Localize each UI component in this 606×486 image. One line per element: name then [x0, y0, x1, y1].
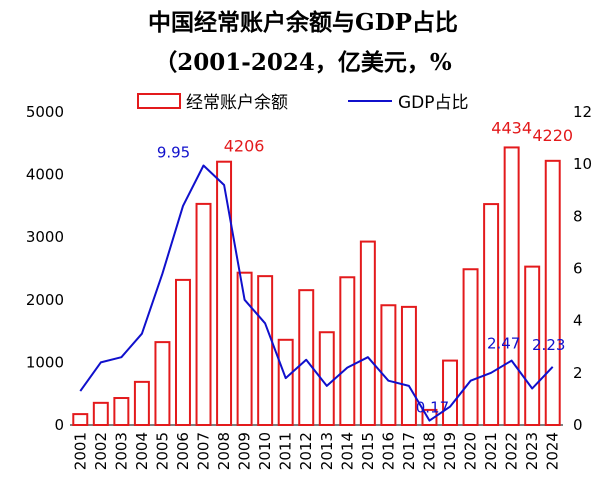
- bar: [298, 289, 315, 426]
- bar: [359, 240, 376, 426]
- bar: [195, 202, 212, 426]
- bar: [174, 278, 191, 426]
- bar: [544, 159, 561, 426]
- x-tick-label: 2018: [420, 432, 438, 470]
- x-tick-label: 2005: [153, 432, 171, 470]
- bar: [216, 160, 233, 426]
- y-left-tick-label: 3000: [26, 228, 64, 246]
- x-tick-label: 2013: [318, 432, 336, 470]
- x-tick-label: 2022: [503, 432, 521, 470]
- bar: [257, 275, 274, 426]
- x-tick-label: 2002: [92, 432, 110, 470]
- y-right-tick-label: 2: [573, 364, 583, 382]
- x-tick-label: 2011: [277, 432, 295, 470]
- bar-data-label: 4434: [491, 118, 532, 137]
- bar: [236, 271, 253, 427]
- x-tick-label: 2024: [544, 432, 562, 470]
- legend: 经常账户余额 GDP占比: [137, 93, 469, 113]
- annotations: 9.95 4206 0.17 2.47 4434 4220 2.23: [157, 118, 573, 416]
- legend-line-label: GDP占比: [398, 93, 469, 113]
- line-series: [79, 164, 554, 422]
- y-left-tick-label: 5000: [26, 103, 64, 121]
- x-tick-label: 2014: [338, 432, 356, 470]
- bar: [380, 304, 397, 426]
- x-tick-label: 2023: [523, 432, 541, 470]
- y-right-tick-label: 8: [573, 207, 583, 225]
- bar-data-label: 4220: [532, 126, 573, 145]
- bar: [113, 397, 130, 427]
- bar: [462, 268, 479, 426]
- x-tick-label: 2015: [359, 432, 377, 470]
- line-data-label: 2.47: [487, 335, 520, 353]
- bar: [92, 401, 109, 426]
- x-tick-label: 2006: [174, 432, 192, 470]
- x-tick-label: 2001: [71, 432, 89, 470]
- gdp-ratio-line: [79, 164, 554, 422]
- bar: [483, 203, 500, 426]
- y-left-tick-label: 0: [54, 416, 64, 434]
- y-left-tick-label: 2000: [26, 291, 64, 309]
- y-left-tick-label: 1000: [26, 353, 64, 371]
- legend-bar-label: 经常账户余额: [186, 93, 288, 113]
- bar-data-label: 4206: [224, 137, 265, 156]
- x-tick-label: 2003: [112, 432, 130, 470]
- chart-title: 中国经常账户余额与GDP占比: [148, 9, 458, 36]
- line-data-label: 2.23: [532, 336, 565, 354]
- x-tick-label: 2009: [236, 432, 254, 470]
- bar-series: [72, 146, 561, 427]
- x-tick-label: 2017: [400, 432, 418, 470]
- line-data-label: 0.17: [416, 399, 449, 417]
- x-tick-label: 2008: [215, 432, 233, 470]
- y-right-tick-label: 10: [573, 155, 592, 173]
- bar: [277, 338, 294, 426]
- bar: [154, 341, 171, 427]
- y-right-tick-label: 6: [573, 260, 583, 278]
- y-left-tick-label: 4000: [26, 166, 64, 184]
- x-tick-label: 2012: [297, 432, 315, 470]
- bar: [503, 146, 520, 426]
- x-tick-label: 2007: [195, 432, 213, 470]
- bar: [72, 413, 89, 427]
- chart-subtitle: （2001-2024，亿美元，%: [154, 49, 452, 76]
- y-right-tick-label: 4: [573, 312, 583, 330]
- x-tick-label: 2020: [462, 432, 480, 470]
- x-tick-label: 2021: [482, 432, 500, 470]
- x-tick-label: 2019: [441, 432, 459, 470]
- bar: [133, 380, 150, 426]
- x-tick-label: 2010: [256, 432, 274, 470]
- x-tick-label: 2016: [379, 432, 397, 470]
- line-data-label: 9.95: [157, 143, 190, 161]
- y-right-tick-label: 0: [573, 416, 583, 434]
- legend-bar-swatch: [137, 93, 181, 109]
- bar: [339, 276, 356, 426]
- y-right-tick-label: 12: [573, 103, 592, 121]
- x-tick-label: 2004: [133, 432, 151, 470]
- bar: [400, 305, 417, 427]
